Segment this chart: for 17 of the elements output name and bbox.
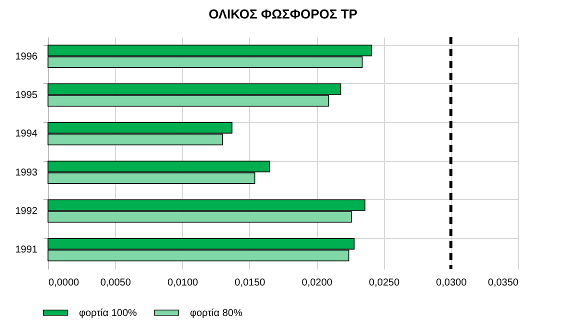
- x-tick-label: 0,0350: [488, 278, 519, 288]
- legend-label: φορτία 80%: [190, 308, 242, 319]
- x-tick-label: 0,0000: [48, 278, 80, 288]
- x-tick-label: 0,0100: [167, 278, 199, 288]
- y-tick-label: 1991: [15, 244, 38, 256]
- y-tick-label: 1992: [15, 206, 38, 217]
- x-tick-label: 0,0050: [100, 278, 132, 288]
- y-tick-label: 1995: [15, 90, 38, 101]
- y-tick-label: 1994: [15, 128, 38, 140]
- legend-label: φορτία 100%: [79, 308, 138, 319]
- x-tick-label: 0,0200: [302, 278, 333, 288]
- y-tick-label: 1993: [15, 167, 38, 178]
- x-tick-label: 0,0300: [436, 278, 468, 288]
- chart-title: ΟΛΙΚΟΣ ΦΩΣΦΟΡΟΣ TP: [208, 6, 358, 22]
- y-tick-label: 1996: [15, 51, 38, 62]
- x-tick-label: 0,0150: [234, 278, 266, 288]
- x-tick-label: 0,0250: [368, 278, 400, 288]
